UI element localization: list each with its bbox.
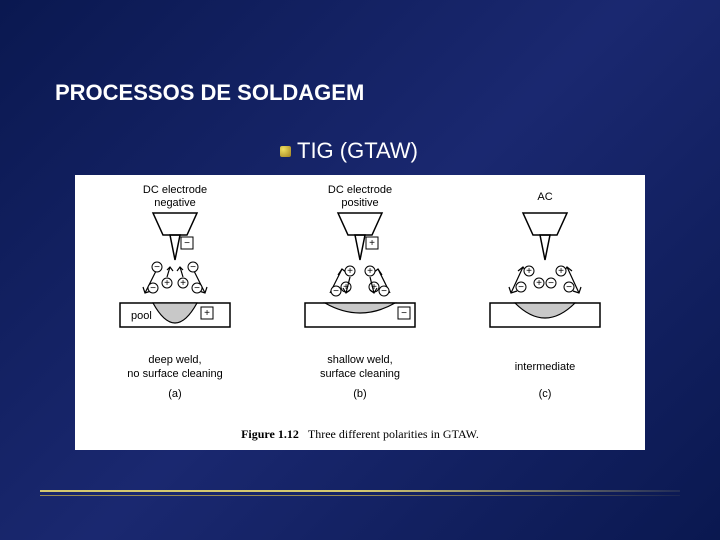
svg-text:+: + (367, 266, 373, 277)
svg-text:+: + (347, 266, 353, 277)
panel-a-pool-sign: + (204, 308, 210, 319)
panel-b-pool-sign: − (401, 308, 407, 319)
svg-text:−: − (548, 278, 554, 289)
panel-c-label1: AC (537, 191, 552, 203)
svg-text:−: − (381, 286, 387, 297)
bullet-icon (280, 146, 291, 157)
svg-text:+: + (180, 278, 186, 289)
panel-c: AC + + − − + − intermediate (c) (490, 191, 600, 400)
panel-b-bottom1: shallow weld, (327, 354, 392, 366)
svg-text:+: + (526, 266, 532, 277)
svg-text:−: − (194, 283, 200, 294)
panel-c-bottom1: intermediate (515, 361, 576, 373)
footer-divider-shadow (40, 495, 680, 496)
svg-text:−: − (154, 262, 160, 273)
svg-text:−: − (190, 262, 196, 273)
panel-a-label2: negative (154, 197, 196, 209)
panel-a-electrode-sign: − (184, 238, 190, 249)
panel-b: DC electrode positive + − − + + + + (305, 184, 415, 400)
panel-a-letter: (a) (168, 388, 181, 400)
panel-a-bottom1: deep weld, (148, 354, 201, 366)
panel-b-label1: DC electrode (328, 184, 392, 196)
gtaw-diagram: DC electrode negative − − − + + − (75, 175, 645, 450)
subtitle-text: TIG (GTAW) (297, 138, 418, 164)
caption-rest: Three different polarities in GTAW. (308, 427, 479, 441)
panel-a-label1: DC electrode (143, 184, 207, 196)
panel-b-letter: (b) (353, 388, 366, 400)
panel-b-electrode-sign: + (369, 238, 375, 249)
svg-text:+: + (536, 278, 542, 289)
subtitle-row: TIG (GTAW) (280, 138, 418, 164)
svg-text:+: + (164, 278, 170, 289)
panel-c-letter: (c) (539, 388, 552, 400)
panel-b-label2: positive (341, 197, 378, 209)
figure-container: DC electrode negative − − − + + − (75, 175, 645, 450)
panel-a: DC electrode negative − − − + + − (120, 184, 230, 400)
pool-label: pool (131, 310, 152, 322)
slide-title: PROCESSOS DE SOLDAGEM (55, 80, 364, 106)
panel-b-bottom2: surface cleaning (320, 368, 400, 380)
svg-text:−: − (566, 282, 572, 293)
caption-bold: Figure 1.12 (241, 427, 299, 441)
svg-text:−: − (150, 283, 156, 294)
footer-divider (40, 490, 680, 492)
svg-text:+: + (558, 266, 564, 277)
figure-caption: Figure 1.12 Three different polarities i… (75, 427, 645, 442)
panel-a-bottom2: no surface cleaning (127, 368, 222, 380)
svg-text:−: − (333, 286, 339, 297)
svg-text:−: − (518, 282, 524, 293)
